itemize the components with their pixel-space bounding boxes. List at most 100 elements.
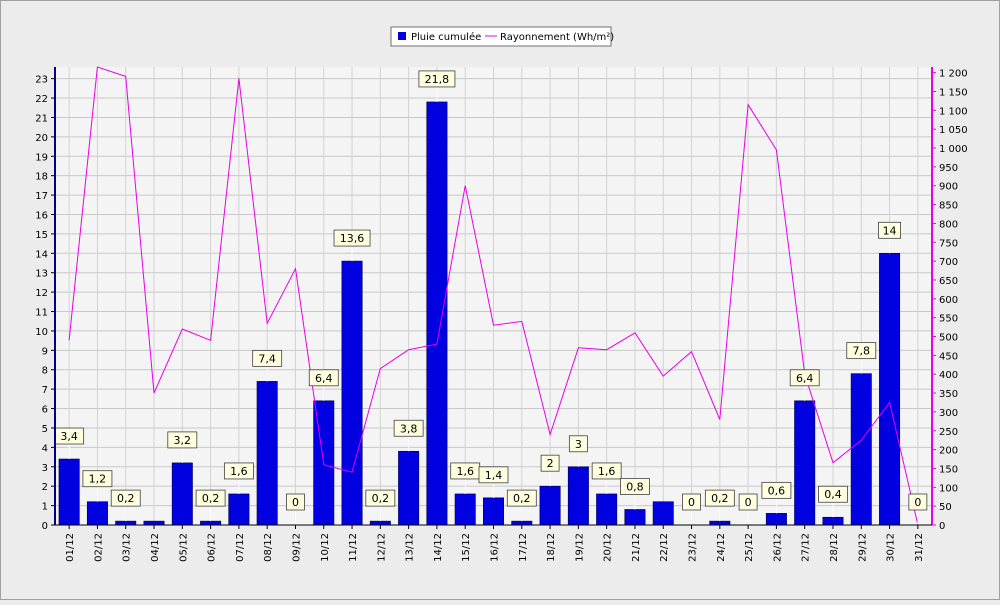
data-label: 21,8 — [425, 73, 450, 86]
x-tick-label: 06/12 — [207, 533, 218, 562]
x-tick-label: 18/12 — [546, 533, 557, 562]
y-right-tick-label: 600 — [939, 295, 958, 306]
data-label: 0,8 — [626, 480, 644, 493]
y-right-tick-label: 50 — [939, 502, 952, 513]
data-label-box — [682, 493, 701, 511]
y-left-tick-label: 9 — [42, 346, 48, 357]
data-label-box — [908, 493, 928, 511]
rain-bar — [398, 450, 420, 526]
y-right-tick-label: 200 — [939, 446, 958, 457]
y-left-tick-label: 10 — [35, 327, 48, 338]
legend-swatch-rain — [398, 32, 406, 40]
rain-bar — [539, 485, 561, 526]
y-right-tick-label: 1 050 — [939, 125, 968, 136]
rain-bar — [822, 516, 844, 526]
data-label: 0,2 — [372, 492, 390, 505]
x-tick-label: 09/12 — [291, 533, 302, 562]
y-left-tick-label: 12 — [35, 288, 48, 299]
x-tick-label: 27/12 — [801, 533, 812, 562]
y-left-tick-label: 0 — [42, 521, 48, 532]
x-tick-label: 24/12 — [716, 533, 727, 562]
x-tick-label: 14/12 — [433, 533, 444, 562]
rain-bar — [58, 458, 80, 526]
y-right-tick-label: 500 — [939, 333, 958, 344]
data-label-box — [82, 470, 113, 488]
rain-bar — [341, 260, 363, 526]
x-tick-label: 02/12 — [93, 533, 104, 562]
x-tick-label: 25/12 — [744, 533, 755, 562]
x-tick-label: 29/12 — [857, 533, 868, 562]
data-label-box — [591, 462, 622, 480]
y-right-tick-label: 650 — [939, 276, 958, 287]
data-label: 1,6 — [456, 465, 474, 478]
x-tick-label: 23/12 — [688, 533, 699, 562]
x-tick-label: 26/12 — [772, 533, 783, 562]
y-right-tick-label: 400 — [939, 370, 958, 381]
data-label-box — [738, 493, 758, 511]
x-tick-label: 05/12 — [178, 533, 189, 562]
data-label: 1,4 — [485, 469, 503, 482]
y-right-tick-label: 950 — [939, 163, 958, 174]
x-tick-label: 20/12 — [603, 533, 614, 562]
y-left-tick-label: 8 — [42, 366, 48, 377]
x-tick-label: 22/12 — [659, 533, 670, 562]
rain-bar — [709, 520, 731, 526]
data-label: 14 — [883, 224, 897, 237]
data-label: 2 — [547, 457, 554, 470]
rain-bar — [171, 462, 193, 526]
rain-bar — [426, 101, 448, 526]
y-left-tick-label: 2 — [42, 482, 48, 493]
y-right-tick-label: 0 — [939, 521, 945, 532]
data-label-box — [110, 489, 141, 507]
data-label-box — [568, 435, 588, 453]
rain-bar — [511, 520, 533, 526]
y-right-tick-label: 900 — [939, 182, 958, 193]
data-label-box — [540, 454, 560, 472]
y-left-tick-label: 14 — [35, 249, 48, 260]
data-label-box — [365, 489, 396, 507]
y-left-tick-label: 6 — [42, 405, 48, 416]
legend: Pluie cumulée Rayonnement (Wh/m²) — [390, 26, 614, 47]
data-label: 7,8 — [853, 345, 871, 358]
radiation-line — [68, 66, 919, 526]
axes: 0123456789101112131415161718192021222305… — [35, 67, 968, 562]
data-label-box — [223, 462, 254, 480]
data-label: 1,6 — [598, 465, 616, 478]
data-label: 0 — [914, 496, 921, 509]
data-label: 0 — [745, 496, 752, 509]
data-label-box — [506, 489, 537, 507]
y-left-tick-label: 20 — [35, 133, 48, 144]
y-right-tick-label: 100 — [939, 483, 958, 494]
data-label: 1,6 — [230, 465, 248, 478]
y-left-tick-label: 13 — [35, 269, 48, 280]
data-label-box — [195, 489, 226, 507]
y-left-tick-label: 7 — [42, 385, 48, 396]
y-right-tick-label: 700 — [939, 257, 958, 268]
rain-bar — [765, 513, 787, 526]
x-tick-label: 04/12 — [150, 533, 161, 562]
x-tick-label: 03/12 — [122, 533, 133, 562]
data-label: 3,8 — [400, 422, 418, 435]
rain-bar — [483, 497, 504, 526]
legend-label-radiation: Rayonnement (Wh/m²) — [500, 32, 614, 43]
x-tick-label: 08/12 — [263, 533, 274, 562]
y-right-tick-label: 150 — [939, 464, 958, 475]
rain-bar — [115, 520, 137, 526]
y-right-tick-label: 550 — [939, 314, 958, 325]
data-label: 0,2 — [202, 492, 220, 505]
x-tick-label: 19/12 — [574, 533, 585, 562]
y-left-tick-label: 15 — [35, 230, 48, 241]
rain-bar — [143, 520, 165, 526]
data-label: 0 — [688, 496, 695, 509]
rain-bar — [567, 466, 589, 526]
x-tick-label: 15/12 — [461, 533, 472, 562]
y-right-tick-label: 250 — [939, 427, 958, 438]
x-tick-label: 01/12 — [65, 533, 76, 562]
data-label: 3,4 — [60, 430, 78, 443]
data-label: 1,2 — [89, 473, 107, 486]
rain-bar — [86, 501, 108, 526]
data-label-box — [393, 419, 424, 437]
data-label: 0 — [292, 496, 299, 509]
